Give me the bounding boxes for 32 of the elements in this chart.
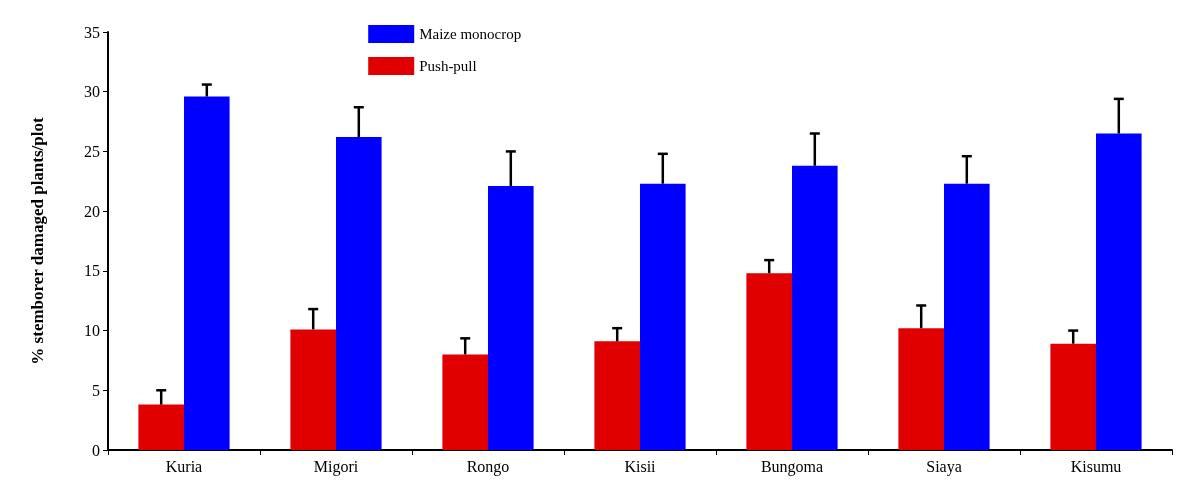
x-tick-label: Siaya — [926, 457, 962, 476]
bar — [138, 404, 184, 450]
bar — [442, 354, 488, 450]
x-tick-label: Bungoma — [760, 457, 824, 476]
x-tick-label: Kuria — [165, 457, 203, 475]
y-tick-label: 30 — [84, 83, 100, 101]
y-tick-label: 15 — [84, 262, 100, 280]
bar — [1096, 133, 1142, 450]
bar — [184, 96, 230, 450]
x-tick-label: Kisumu — [1070, 457, 1122, 475]
legend-label: Push-pull — [419, 58, 477, 74]
legend-label: Maize monocrop — [419, 26, 522, 42]
bar — [792, 165, 838, 450]
x-tick-label: Rongo — [466, 457, 510, 476]
bar — [640, 183, 686, 450]
y-tick-label: 25 — [84, 142, 100, 160]
bar — [1050, 343, 1096, 450]
bar — [594, 341, 640, 450]
y-tick-label: 10 — [84, 322, 100, 340]
bar — [746, 273, 792, 450]
bar — [336, 137, 382, 450]
x-tick-label: Kisii — [624, 457, 657, 475]
y-tick-label: 0 — [92, 441, 100, 459]
bar — [944, 183, 990, 450]
bar — [898, 328, 944, 450]
x-tick-label: Migori — [313, 457, 359, 476]
y-tick-label: 20 — [84, 202, 100, 220]
y-tick-label: 35 — [84, 23, 100, 41]
y-tick-label: 5 — [92, 381, 100, 399]
y-axis-title: % stemborer damaged plants/plot — [28, 117, 47, 365]
bar — [488, 186, 534, 450]
bar — [290, 329, 336, 450]
